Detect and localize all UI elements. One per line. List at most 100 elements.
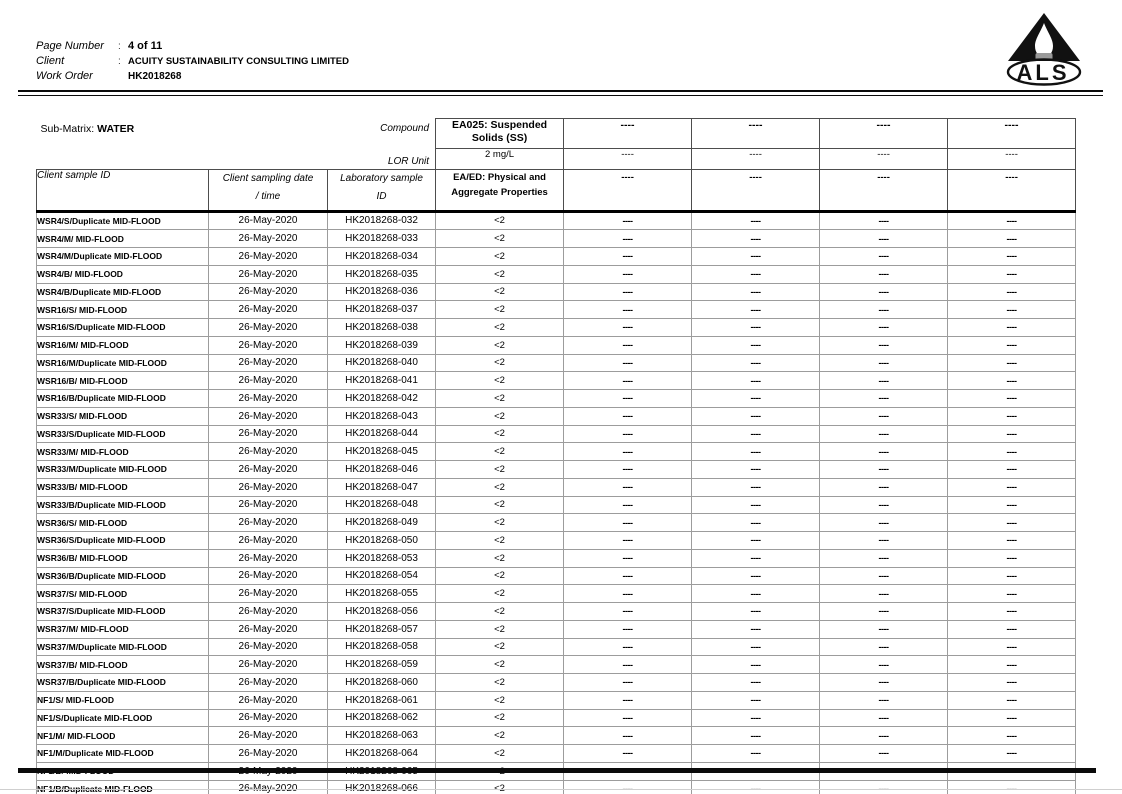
sampling-date-cell: 26-May-2020 bbox=[208, 726, 328, 745]
result-cell: <2 bbox=[435, 229, 565, 248]
dash-cell: ---- bbox=[563, 210, 693, 231]
sample-id-cell: WSR33/M/ MID-FLOOD bbox=[36, 442, 209, 461]
dash-cell: ---- bbox=[691, 584, 821, 603]
sampling-date-cell: 26-May-2020 bbox=[208, 513, 328, 532]
result-cell: <2 bbox=[435, 744, 565, 763]
dash-cell: ---- bbox=[819, 442, 949, 461]
lab-sample-id-cell: HK2018268-033 bbox=[326, 229, 437, 248]
dash-cell: ---- bbox=[819, 566, 949, 586]
analyte-method-cell: ---- bbox=[691, 168, 821, 213]
sample-id-cell: WSR33/B/Duplicate MID-FLOOD bbox=[36, 495, 209, 515]
dash-cell: ---- bbox=[691, 602, 821, 621]
sample-id-cell: WSR16/S/ MID-FLOOD bbox=[36, 300, 209, 319]
sampling-date-cell: 26-May-2020 bbox=[208, 264, 328, 284]
dash-cell: ---- bbox=[947, 744, 1077, 763]
sample-id-cell: WSR4/M/Duplicate MID-FLOOD bbox=[36, 247, 209, 266]
sample-id-cell: WSR37/M/ MID-FLOOD bbox=[36, 619, 209, 639]
sampling-date-cell: 26-May-2020 bbox=[208, 210, 328, 231]
dash-cell: ---- bbox=[691, 548, 821, 568]
dash-cell: ---- bbox=[819, 602, 949, 621]
dash-cell: ---- bbox=[563, 602, 693, 621]
dash-cell: ---- bbox=[563, 779, 693, 794]
dash-cell: ---- bbox=[691, 229, 821, 248]
dash-cell: ---- bbox=[947, 779, 1077, 794]
lab-sample-id-cell: HK2018268-034 bbox=[326, 247, 437, 266]
col-header-lab-sample-id: Laboratory sample ID bbox=[326, 168, 437, 213]
lab-sample-id-cell: HK2018268-041 bbox=[326, 371, 437, 390]
sample-id-cell: WSR16/B/Duplicate MID-FLOOD bbox=[36, 389, 209, 408]
sample-id-cell: NF1/M/Duplicate MID-FLOOD bbox=[36, 744, 209, 763]
lab-sample-id-cell: HK2018268-045 bbox=[326, 442, 437, 461]
sampling-date-cell: 26-May-2020 bbox=[208, 655, 328, 674]
header-divider-rule bbox=[18, 90, 1103, 96]
table-row: WSR4/M/ MID-FLOOD 26-May-2020 HK2018268-03… bbox=[36, 229, 1077, 248]
sub-matrix-value: WATER bbox=[97, 122, 135, 135]
analyte-lor-unit-cell: ---- bbox=[563, 148, 693, 170]
dash-cell: ---- bbox=[691, 300, 821, 319]
lab-sample-id-cell: HK2018268-056 bbox=[326, 602, 437, 621]
sample-id-cell: WSR36/B/ MID-FLOOD bbox=[36, 548, 209, 568]
dash-cell: ---- bbox=[691, 264, 821, 284]
sampling-date-cell: 26-May-2020 bbox=[208, 744, 328, 763]
dash-cell: ---- bbox=[947, 300, 1077, 319]
dash-cell: ---- bbox=[819, 424, 949, 444]
result-cell: <2 bbox=[435, 282, 565, 302]
dash-cell: ---- bbox=[819, 495, 949, 515]
table-row: WSR16/M/Duplicate MID-FLOOD 26-May-2020 HK… bbox=[36, 353, 1077, 373]
lab-sample-id-cell: HK2018268-039 bbox=[326, 335, 437, 355]
dash-cell: ---- bbox=[819, 353, 949, 373]
dash-cell: ---- bbox=[947, 690, 1077, 710]
lab-sample-id-cell: HK2018268-050 bbox=[326, 531, 437, 550]
dash-cell: ---- bbox=[563, 477, 693, 497]
page-number-value: 4 of 11 bbox=[128, 40, 163, 52]
table-row: NF1/B/Duplicate MID-FLOOD 26-May-2020 HK20… bbox=[36, 779, 1077, 794]
lab-sample-id-cell: HK2018268-035 bbox=[326, 264, 437, 284]
separator: : bbox=[118, 56, 121, 67]
sampling-date-cell: 26-May-2020 bbox=[208, 779, 328, 794]
analyte-compound-cell: ---- bbox=[947, 118, 1077, 149]
dash-cell: ---- bbox=[563, 619, 693, 639]
sample-id-cell: NF1/S/ MID-FLOOD bbox=[36, 690, 209, 710]
work-order-row: Work Order HK2018268 bbox=[36, 70, 936, 82]
dash-cell: ---- bbox=[819, 318, 949, 337]
footer-rule bbox=[18, 768, 1096, 773]
lab-sample-id-cell: HK2018268-058 bbox=[326, 637, 437, 657]
lab-sample-id-cell: HK2018268-043 bbox=[326, 406, 437, 426]
dash-cell: ---- bbox=[691, 513, 821, 532]
dash-cell: ---- bbox=[563, 424, 693, 444]
dash-cell: ---- bbox=[563, 513, 693, 532]
dash-cell: ---- bbox=[819, 371, 949, 390]
dash-cell: ---- bbox=[947, 602, 1077, 621]
dash-cell: ---- bbox=[691, 477, 821, 497]
als-logo-icon: ALS bbox=[1006, 13, 1082, 86]
dash-cell: ---- bbox=[947, 406, 1077, 426]
analyte-lor-unit-cell: ---- bbox=[819, 148, 949, 170]
sample-id-cell: WSR33/M/Duplicate MID-FLOOD bbox=[36, 460, 209, 479]
dash-cell: ---- bbox=[563, 726, 693, 745]
dash-cell: ---- bbox=[563, 300, 693, 319]
result-cell: <2 bbox=[435, 442, 565, 461]
sampling-date-cell: 26-May-2020 bbox=[208, 637, 328, 657]
lab-sample-id-cell: HK2018268-059 bbox=[326, 655, 437, 674]
result-cell: <2 bbox=[435, 602, 565, 621]
dash-cell: ---- bbox=[819, 247, 949, 266]
dash-cell: ---- bbox=[563, 264, 693, 284]
dash-cell: ---- bbox=[691, 673, 821, 692]
result-cell: <2 bbox=[435, 531, 565, 550]
dash-cell: ---- bbox=[947, 495, 1077, 515]
dash-cell: ---- bbox=[691, 353, 821, 373]
dash-cell: ---- bbox=[819, 264, 949, 284]
table-row: WSR4/S/Duplicate MID-FLOOD 26-May-2020 HK2… bbox=[36, 210, 1077, 231]
lab-sample-id-cell: HK2018268-038 bbox=[326, 318, 437, 337]
dash-cell: ---- bbox=[947, 353, 1077, 373]
dash-cell: ---- bbox=[691, 690, 821, 710]
sampling-date-cell: 26-May-2020 bbox=[208, 673, 328, 692]
lab-sample-id-cell: HK2018268-061 bbox=[326, 690, 437, 710]
dash-cell: ---- bbox=[691, 495, 821, 515]
dash-cell: ---- bbox=[819, 708, 949, 728]
lab-sample-id-cell: HK2018268-032 bbox=[326, 210, 437, 231]
dash-cell: ---- bbox=[563, 442, 693, 461]
sampling-date-cell: 26-May-2020 bbox=[208, 495, 328, 515]
table-row: WSR36/B/ MID-FLOOD 26-May-2020 HK2018268-0… bbox=[36, 548, 1077, 568]
result-cell: <2 bbox=[435, 690, 565, 710]
